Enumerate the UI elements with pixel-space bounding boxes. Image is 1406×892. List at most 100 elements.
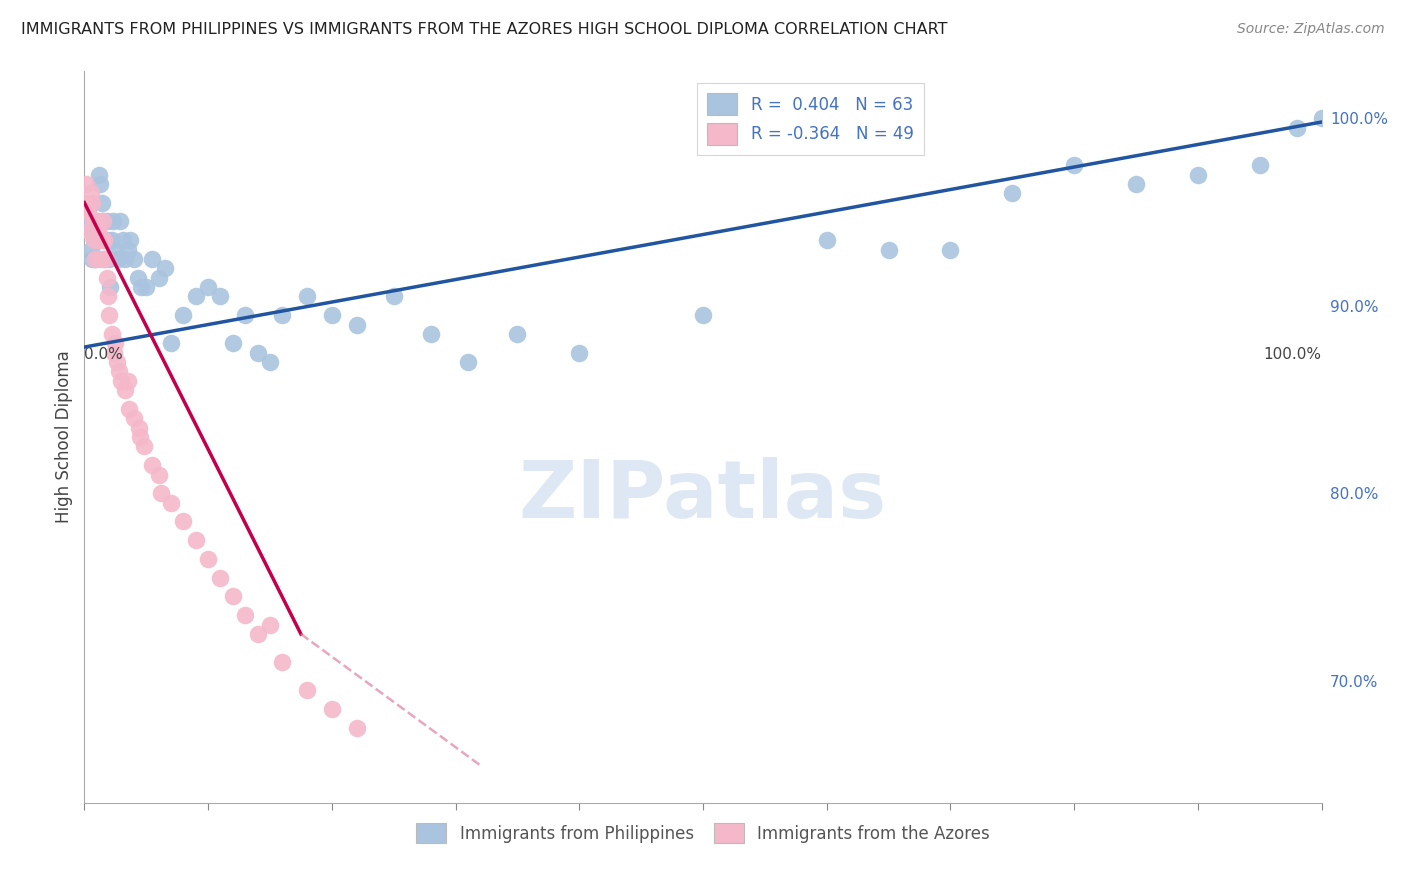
Point: [100, 233, 122, 247]
Point: [209, 289, 232, 303]
Point: [89, 177, 111, 191]
Point: [295, 683, 318, 698]
Point: [105, 355, 128, 369]
Point: [209, 571, 232, 585]
Point: [382, 289, 405, 303]
Y-axis label: High School Diploma: High School Diploma: [55, 351, 73, 524]
Point: [89, 233, 111, 247]
Point: [83, 233, 105, 247]
Point: [117, 374, 139, 388]
Point: [233, 308, 256, 322]
Point: [141, 458, 163, 473]
Point: [150, 486, 173, 500]
Point: [129, 430, 152, 444]
Point: [1063, 158, 1085, 172]
Point: [1125, 177, 1147, 191]
Point: [271, 655, 294, 669]
Point: [93, 233, 115, 247]
Point: [76, 195, 98, 210]
Point: [127, 270, 149, 285]
Point: [246, 627, 269, 641]
Point: [259, 617, 281, 632]
Point: [148, 467, 170, 482]
Point: [100, 326, 122, 341]
Point: [172, 515, 194, 529]
Point: [160, 336, 183, 351]
Point: [1187, 168, 1209, 182]
Point: [321, 308, 343, 322]
Point: [246, 345, 269, 359]
Point: [128, 420, 150, 434]
Point: [153, 261, 176, 276]
Point: [346, 318, 368, 332]
Point: [321, 702, 343, 716]
Point: [98, 308, 121, 322]
Point: [79, 186, 101, 201]
Point: [122, 252, 145, 266]
Point: [98, 252, 121, 266]
Point: [132, 440, 155, 454]
Point: [197, 280, 219, 294]
Point: [87, 224, 110, 238]
Point: [120, 233, 142, 247]
Point: [104, 336, 127, 351]
Point: [1310, 112, 1333, 126]
Point: [84, 252, 107, 266]
Point: [1001, 186, 1024, 201]
Point: [259, 355, 281, 369]
Point: [97, 233, 120, 247]
Point: [101, 214, 124, 228]
Point: [122, 411, 145, 425]
Point: [108, 364, 131, 378]
Point: [1249, 158, 1271, 172]
Text: ZIPatlas: ZIPatlas: [519, 457, 887, 534]
Point: [94, 233, 117, 247]
Point: [89, 252, 111, 266]
Point: [295, 289, 318, 303]
Point: [114, 383, 136, 397]
Point: [89, 168, 111, 182]
Point: [184, 533, 207, 548]
Point: [506, 326, 529, 341]
Point: [82, 224, 104, 238]
Point: [84, 252, 107, 266]
Point: [104, 243, 127, 257]
Point: [98, 280, 121, 294]
Point: [96, 270, 118, 285]
Point: [107, 252, 129, 266]
Point: [815, 233, 838, 247]
Point: [90, 233, 112, 247]
Point: [87, 233, 110, 247]
Point: [111, 233, 134, 247]
Point: [141, 252, 163, 266]
Legend: Immigrants from Philippines, Immigrants from the Azores: Immigrants from Philippines, Immigrants …: [409, 817, 997, 849]
Point: [135, 280, 157, 294]
Point: [79, 224, 101, 238]
Point: [79, 243, 101, 257]
Point: [172, 308, 194, 322]
Point: [118, 401, 141, 416]
Point: [233, 608, 256, 623]
Point: [77, 205, 100, 219]
Point: [148, 270, 170, 285]
Text: Source: ZipAtlas.com: Source: ZipAtlas.com: [1237, 22, 1385, 37]
Point: [939, 243, 962, 257]
Text: 0.0%: 0.0%: [84, 347, 124, 362]
Point: [91, 214, 114, 228]
Point: [568, 345, 591, 359]
Point: [222, 336, 245, 351]
Point: [90, 195, 112, 210]
Point: [117, 243, 139, 257]
Point: [93, 252, 115, 266]
Point: [877, 243, 900, 257]
Point: [346, 721, 368, 735]
Point: [97, 289, 120, 303]
Point: [197, 552, 219, 566]
Point: [80, 252, 103, 266]
Point: [77, 214, 100, 228]
Point: [184, 289, 207, 303]
Point: [129, 280, 152, 294]
Point: [83, 233, 105, 247]
Point: [419, 326, 441, 341]
Point: [692, 308, 714, 322]
